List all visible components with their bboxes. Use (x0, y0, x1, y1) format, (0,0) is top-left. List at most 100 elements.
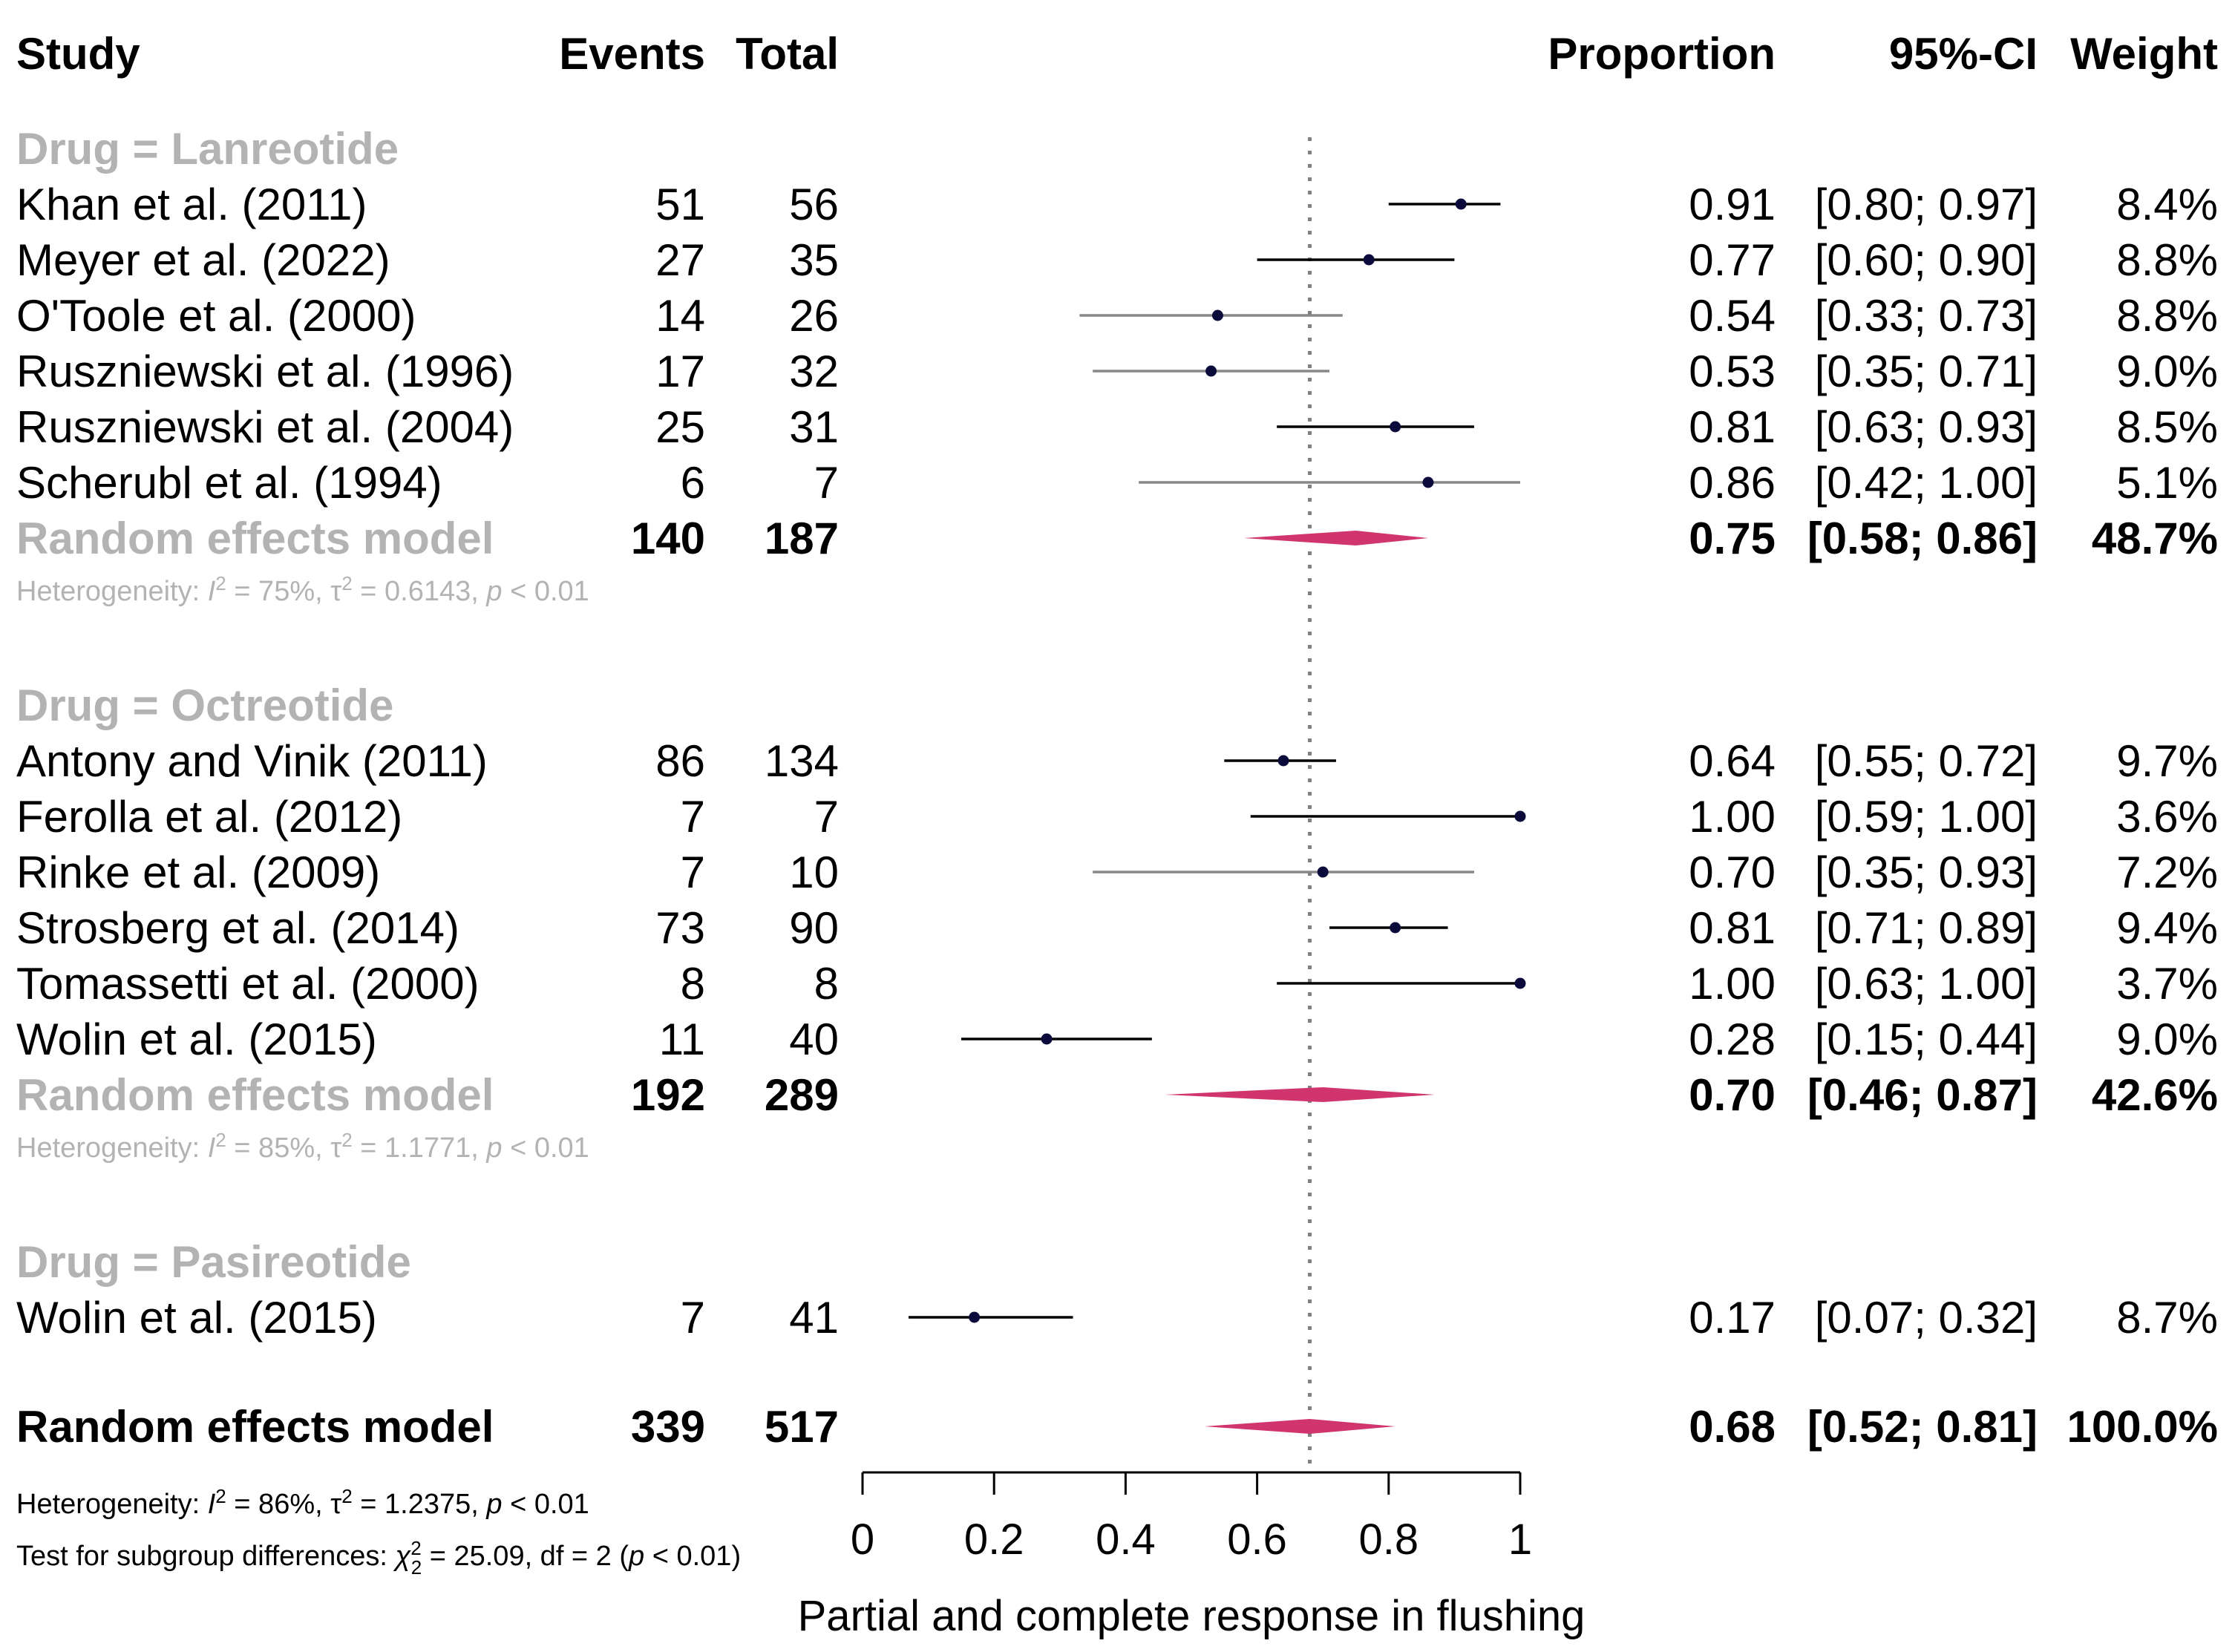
study-row: Wolin et al. (2015) 7 41 0.17 [0.07; 0.32] 8.… (16, 1293, 2218, 1343)
weight-value: 5.1% (2116, 458, 2218, 508)
events-value: 73 (655, 903, 705, 953)
proportion-value: 1.00 (1689, 959, 1776, 1009)
header-proportion: Proportion (1548, 29, 1776, 79)
het-p-value: < 0.01 (503, 1133, 589, 1164)
proportion-value: 0.17 (1689, 1293, 1776, 1343)
events-value: 6 (681, 458, 705, 508)
proportion-value: 0.64 (1689, 736, 1776, 786)
weight-value: 100.0% (2067, 1402, 2219, 1452)
study-name: Khan et al. (2011) (16, 180, 367, 229)
total-value: 90 (789, 903, 839, 953)
heterogeneity-note: Heterogeneity: I2 = 86%, τ2 = 1.2375, p … (16, 1485, 589, 1520)
total-value: 134 (765, 736, 839, 786)
study-row: Wolin et al. (2015) 11 40 0.28 [0.15; 0.44] 9… (16, 1015, 2218, 1064)
het-prefix: Heterogeneity: (16, 576, 208, 607)
het-tau-value: = 0.6143, (353, 576, 487, 607)
total-value: 56 (789, 180, 839, 229)
ci-value: [0.52; 0.81] (1807, 1402, 2038, 1452)
point-estimate (1277, 755, 1289, 767)
x-axis: 0 0.2 0.4 0.6 0.8 1 Partial and complete respo… (798, 1471, 1585, 1640)
total-value: 32 (789, 347, 839, 396)
events-value: 8 (681, 959, 705, 1009)
total-value: 8 (814, 959, 839, 1009)
study-row: Tomassetti et al. (2000) 8 8 1.00 [0.63; 1.0… (16, 959, 2218, 1009)
events-value: 339 (631, 1402, 705, 1452)
het-tau-superscript: 2 (341, 1485, 352, 1507)
subtotal-row: Random effects model 192 289 0.70 [0.46; 0.8… (16, 1070, 2218, 1164)
ci-value: [0.33; 0.73] (1815, 291, 2038, 341)
point-estimate (1422, 476, 1434, 488)
weight-value: 48.7% (2092, 514, 2218, 563)
weight-value: 8.7% (2116, 1293, 2218, 1343)
weight-value: 8.4% (2116, 180, 2218, 229)
study-row: Scherubl et al. (1994) 6 7 0.86 [0.42; 1.00]… (16, 458, 2218, 508)
events-value: 14 (655, 291, 705, 341)
total-value: 7 (814, 458, 839, 508)
point-estimate (1514, 977, 1526, 989)
weight-value: 3.6% (2116, 792, 2218, 842)
point-estimate (1363, 254, 1375, 266)
proportion-value: 0.75 (1689, 514, 1776, 563)
chi-subscript: 2 (411, 1556, 422, 1579)
proportion-value: 0.86 (1689, 458, 1776, 508)
proportion-value: 0.81 (1689, 903, 1776, 953)
proportion-value: 0.28 (1689, 1015, 1776, 1064)
x-tick-label: 0 (851, 1515, 874, 1564)
total-value: 7 (814, 792, 839, 842)
point-estimate (1514, 810, 1526, 822)
events-value: 7 (681, 792, 705, 842)
study-name: Scherubl et al. (1994) (16, 458, 442, 508)
header-study: Study (16, 29, 140, 79)
proportion-value: 0.77 (1689, 235, 1776, 285)
weight-value: 9.0% (2116, 1015, 2218, 1064)
het-i2-value: = 86%, τ (226, 1489, 342, 1520)
events-value: 7 (681, 848, 705, 897)
weight-value: 8.8% (2116, 291, 2218, 341)
x-tick-label: 0.8 (1358, 1515, 1418, 1564)
ci-value: [0.42; 1.00] (1815, 458, 2038, 508)
weight-value: 9.4% (2116, 903, 2218, 953)
proportion-value: 1.00 (1689, 792, 1776, 842)
het-i2-value: = 85%, τ (226, 1133, 342, 1164)
study-row: Rinke et al. (2009) 7 10 0.70 [0.35; 0.93] 7.… (16, 848, 2218, 897)
x-tick-label: 0.4 (1096, 1515, 1156, 1564)
weight-value: 8.8% (2116, 235, 2218, 285)
het-p-symbol: p (485, 1133, 502, 1164)
ci-value: [0.59; 1.00] (1815, 792, 2038, 842)
events-value: 192 (631, 1070, 705, 1120)
ci-value: [0.63; 0.93] (1815, 402, 2038, 452)
group-label: Drug = Pasireotide (16, 1237, 411, 1287)
het-i-symbol: I (208, 1489, 216, 1520)
total-value: 517 (765, 1402, 839, 1452)
proportion-value: 0.70 (1689, 1070, 1776, 1120)
study-name: Strosberg et al. (2014) (16, 903, 459, 953)
het-p-value: < 0.01 (503, 576, 589, 607)
header-row: Study Events Total Proportion 95%-CI Wei… (16, 29, 2218, 79)
weight-value: 8.5% (2116, 402, 2218, 452)
header-ci: 95%-CI (1889, 29, 2038, 79)
heterogeneity-note: Heterogeneity: I2 = 85%, τ2 = 1.1771, p … (16, 1129, 589, 1164)
point-estimate (1041, 1033, 1053, 1045)
group-label: Drug = Lanreotide (16, 124, 399, 174)
chi-superscript: 2 (410, 1537, 421, 1559)
point-estimate (969, 1311, 981, 1323)
proportion-value: 0.70 (1689, 848, 1776, 897)
proportion-value: 0.54 (1689, 291, 1776, 341)
ci-value: [0.35; 0.71] (1815, 347, 2038, 396)
overall-row: Random effects model 339 517 0.68 [0.52; 0.8… (16, 1402, 2218, 1452)
subgroup-test-prefix: Test for subgroup differences: (16, 1541, 395, 1572)
events-value: 51 (655, 180, 705, 229)
subgroup-p-symbol: p (628, 1541, 644, 1572)
het-prefix: Heterogeneity: (16, 1489, 208, 1520)
subgroup-test-note: Test for subgroup differences: χ2 2 = 25.… (16, 1537, 741, 1579)
total-value: 289 (765, 1070, 839, 1120)
ci-value: [0.58; 0.86] (1807, 514, 2038, 563)
heterogeneity-note: Heterogeneity: I2 = 75%, τ2 = 0.6143, p … (16, 572, 589, 607)
chi-symbol: χ (393, 1541, 411, 1572)
subtotal-row: Random effects model 140 187 0.75 [0.58; 0.8… (16, 514, 2218, 607)
events-value: 86 (655, 736, 705, 786)
total-value: 31 (789, 402, 839, 452)
study-name: Rinke et al. (2009) (16, 848, 380, 897)
study-name: O'Toole et al. (2000) (16, 291, 416, 341)
events-value: 7 (681, 1293, 705, 1343)
